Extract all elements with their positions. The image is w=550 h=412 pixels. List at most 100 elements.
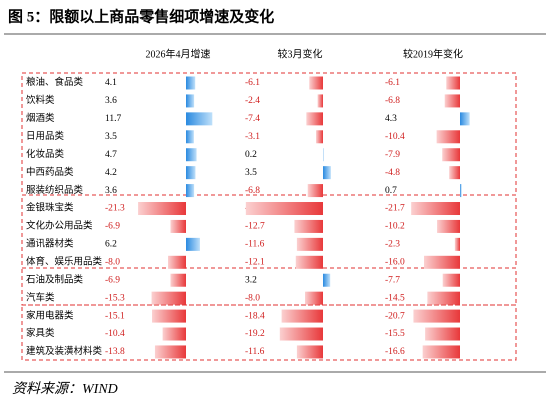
cell-value: 3.6: [105, 96, 117, 106]
data-bar: [155, 345, 186, 358]
cell-value: -10.4: [105, 329, 125, 339]
cell-value: 0.2: [245, 150, 257, 160]
cell-value: 4.7: [105, 150, 117, 160]
cell-value: -11.6: [245, 347, 265, 357]
data-bar: [318, 94, 323, 107]
cell-value: 0.7: [385, 186, 397, 196]
figure-title: 图 5：限额以上商品零售细项增速及变化: [8, 7, 274, 25]
row-label: 家具类: [26, 327, 55, 339]
data-bar: [437, 130, 460, 143]
row-label: 文化办公用品类: [26, 220, 93, 232]
cell-value: 11.7: [105, 114, 122, 124]
data-bar: [297, 345, 323, 358]
data-bar: [152, 292, 186, 305]
row-label: 汽车类: [26, 291, 55, 303]
cell-value: -8.0: [105, 257, 120, 267]
row-label: 金银珠宝类: [26, 202, 74, 214]
data-bar: [280, 328, 323, 341]
data-bar: [296, 256, 323, 269]
data-bar: [246, 202, 323, 215]
cell-value: -2.4: [245, 96, 260, 106]
cell-value: -4.8: [385, 168, 400, 178]
data-bar: [186, 148, 197, 161]
cell-value: 4.3: [385, 114, 397, 124]
cell-value: -8.0: [245, 293, 260, 303]
cell-value: 6.2: [105, 240, 117, 250]
row-label: 石油及制品类: [26, 273, 84, 285]
data-bar: [460, 112, 470, 125]
data-bar: [446, 77, 460, 90]
cell-value: -21.7: [385, 204, 405, 214]
row-label: 烟酒类: [26, 112, 55, 124]
data-bar: [323, 274, 330, 287]
cell-value: -12.7: [245, 222, 265, 232]
data-bar: [423, 345, 460, 358]
cell-value: -12.1: [245, 257, 265, 267]
cell-value: -18.4: [245, 311, 265, 321]
data-bar: [186, 94, 194, 107]
cell-value: 4.2: [105, 168, 117, 178]
cell-value: -7.4: [245, 114, 260, 124]
column-header: 较3月变化: [278, 47, 323, 60]
data-bar: [449, 166, 460, 179]
cell-value: -6.1: [385, 78, 400, 88]
cell-value: -6.9: [105, 222, 120, 232]
row-label: 家用电器类: [26, 309, 74, 321]
data-bar: [138, 202, 186, 215]
column-header: 较2019年变化: [403, 47, 463, 60]
data-bar: [294, 220, 323, 233]
data-bar: [460, 184, 462, 197]
cell-value: -6.1: [245, 78, 260, 88]
row-label: 服装纺织品类: [26, 184, 84, 196]
row-label: 日用品类: [26, 130, 65, 142]
cell-value: -15.3: [105, 293, 125, 303]
row-label: 中西药品类: [26, 166, 74, 178]
data-bar: [424, 256, 460, 269]
data-bar: [442, 148, 460, 161]
data-bar: [411, 202, 460, 215]
cell-value: -6.8: [385, 96, 400, 106]
row-label: 饮料类: [26, 94, 55, 106]
data-bar: [455, 238, 460, 251]
data-bar: [152, 310, 186, 323]
column-header: 2026年4月增速: [146, 47, 211, 60]
data-bar: [163, 328, 186, 341]
data-bar: [170, 220, 186, 233]
cell-value: -10.2: [385, 222, 405, 232]
cell-value: -3.1: [245, 132, 260, 142]
cell-value: -2.3: [385, 240, 400, 250]
data-bar: [445, 94, 460, 107]
data-bar: [186, 77, 195, 90]
data-bar: [305, 292, 323, 305]
row-label: 通讯器材类: [26, 238, 74, 250]
data-bar: [323, 166, 331, 179]
data-bar: [425, 328, 460, 341]
cell-value: -21.3: [105, 204, 125, 214]
cell-value: -6.8: [245, 186, 260, 196]
cell-value: 3.2: [245, 275, 257, 285]
data-bar: [282, 310, 323, 323]
cell-value: -7.9: [385, 150, 400, 160]
data-bar: [316, 130, 323, 143]
row-label: 化妆品类: [26, 148, 65, 160]
cell-value: -6.9: [105, 275, 120, 285]
source-note: 资料来源：WIND: [12, 381, 118, 397]
data-bar: [309, 77, 323, 90]
data-bar: [186, 166, 195, 179]
data-bar: [413, 310, 460, 323]
row-label: 建筑及装潢材料类: [26, 345, 103, 357]
cell-value: -20.7: [385, 311, 405, 321]
data-bar: [186, 184, 194, 197]
data-bar: [308, 184, 323, 197]
data-bar: [427, 292, 460, 305]
data-bar: [297, 238, 323, 251]
data-bar: [186, 112, 212, 125]
cell-value: 3.5: [245, 168, 257, 178]
data-bar: [186, 130, 194, 143]
cell-value: -13.8: [105, 347, 125, 357]
cell-value: 4.1: [105, 78, 117, 88]
data-bar: [437, 220, 460, 233]
cell-value: -19.2: [245, 329, 265, 339]
cell-value: 3.6: [105, 186, 117, 196]
